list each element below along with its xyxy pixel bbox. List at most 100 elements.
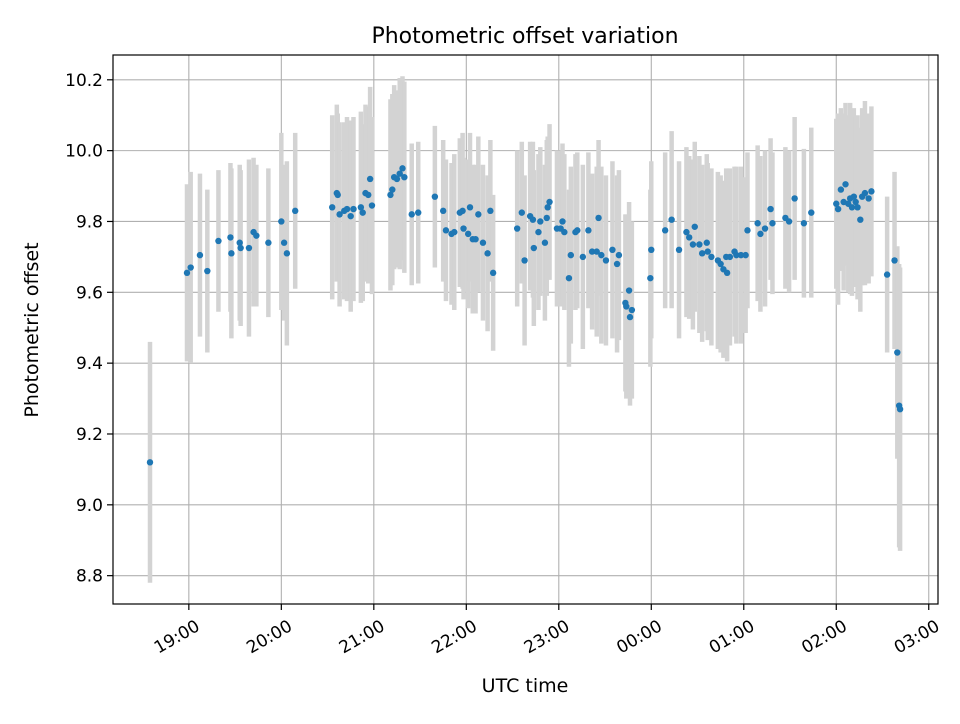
data-point <box>245 244 253 252</box>
y-tick-label: 10.0 <box>65 142 103 162</box>
y-tick-label: 9.2 <box>76 425 103 445</box>
data-point <box>833 200 840 207</box>
data-point <box>565 274 573 282</box>
data-point <box>623 303 630 310</box>
data-point <box>891 257 898 264</box>
data-point <box>544 204 551 211</box>
data-point <box>588 248 596 255</box>
data-point <box>366 175 374 183</box>
data-point <box>357 204 365 211</box>
data-point <box>399 165 406 172</box>
data-point <box>561 228 568 236</box>
data-point <box>228 250 235 257</box>
y-tick-label: 9.8 <box>76 212 103 232</box>
data-point <box>593 248 600 255</box>
data-point <box>808 209 815 216</box>
data-point <box>541 239 549 246</box>
data-point <box>559 218 566 225</box>
data-point <box>518 209 526 216</box>
data-point <box>834 205 842 213</box>
data-point <box>530 244 538 252</box>
data-point <box>484 250 491 257</box>
data-point <box>686 234 693 241</box>
data-point <box>598 251 605 259</box>
data-point <box>280 239 288 246</box>
data-point <box>237 244 244 252</box>
x-axis-label: UTC time <box>482 675 569 697</box>
data-point <box>800 220 808 227</box>
data-point <box>368 202 376 209</box>
data-point <box>466 204 474 211</box>
data-point <box>487 207 494 215</box>
data-point <box>537 218 544 225</box>
data-point <box>698 250 706 257</box>
y-tick-label: 8.8 <box>76 567 103 587</box>
data-point <box>894 349 901 356</box>
data-point <box>464 230 472 238</box>
data-point <box>703 239 710 246</box>
data-point <box>737 251 745 259</box>
data-point <box>648 246 655 254</box>
data-point <box>328 204 336 211</box>
data-point <box>723 269 731 277</box>
data-point <box>187 264 194 271</box>
data-point <box>733 251 740 259</box>
chart-title: Photometric offset variation <box>371 24 678 49</box>
data-point <box>215 237 222 245</box>
y-tick-label: 10.2 <box>65 71 103 91</box>
data-point <box>883 271 891 278</box>
data-point <box>253 232 260 239</box>
y-axis-label: Photometric offset <box>21 242 43 417</box>
data-point <box>513 225 521 232</box>
data-point <box>628 306 636 314</box>
data-point <box>767 205 774 213</box>
data-point <box>754 220 761 227</box>
data-point <box>861 189 869 197</box>
data-point <box>401 173 408 181</box>
data-point <box>431 193 439 200</box>
data-point <box>359 209 366 216</box>
data-point <box>696 241 703 248</box>
data-point <box>854 204 861 211</box>
data-point <box>791 195 798 202</box>
data-point <box>439 207 447 215</box>
data-point <box>761 225 769 232</box>
data-point <box>726 253 734 261</box>
data-point <box>283 250 291 257</box>
data-point <box>365 191 372 199</box>
data-point <box>292 207 299 215</box>
plot-frame <box>112 54 939 605</box>
data-point <box>675 246 683 254</box>
data-point <box>842 181 849 188</box>
y-tick-label: 9.4 <box>76 354 103 374</box>
data-point <box>389 186 396 193</box>
y-tick-label: 9.0 <box>76 496 103 516</box>
data-point <box>744 227 751 234</box>
data-point <box>479 239 487 246</box>
data-point <box>336 211 343 218</box>
data-point <box>704 248 711 255</box>
data-points <box>146 165 904 466</box>
data-point <box>227 234 234 241</box>
data-point <box>529 216 537 223</box>
data-point <box>543 214 550 222</box>
data-point <box>459 207 466 215</box>
data-point <box>757 230 764 238</box>
data-point <box>689 241 697 248</box>
data-point <box>595 214 602 222</box>
data-point <box>717 260 724 268</box>
y-tick-label: 9.6 <box>76 283 103 303</box>
data-point <box>625 287 633 294</box>
data-point <box>472 235 479 243</box>
data-point <box>146 459 154 466</box>
data-point <box>615 251 623 259</box>
data-point <box>393 175 401 183</box>
data-point <box>626 313 634 321</box>
data-point <box>579 253 587 261</box>
data-point <box>343 205 351 213</box>
data-point <box>769 220 776 227</box>
data-point <box>708 253 715 261</box>
data-point <box>850 193 858 200</box>
data-point <box>837 186 845 193</box>
